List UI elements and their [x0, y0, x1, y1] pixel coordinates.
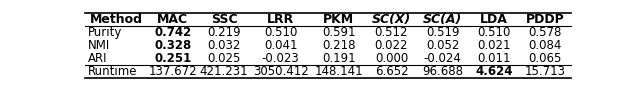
Text: Method: Method [90, 13, 143, 26]
Text: SC(A): SC(A) [423, 13, 462, 26]
Text: 0.742: 0.742 [154, 26, 191, 39]
Text: 148.141: 148.141 [314, 65, 363, 78]
Text: PKM: PKM [323, 13, 355, 26]
Text: 0.218: 0.218 [322, 39, 356, 52]
Text: 0.219: 0.219 [207, 26, 241, 39]
Text: 0.032: 0.032 [207, 39, 241, 52]
Text: 421.231: 421.231 [200, 65, 248, 78]
Text: 15.713: 15.713 [525, 65, 566, 78]
Text: 4.624: 4.624 [476, 65, 513, 78]
Text: 0.065: 0.065 [529, 52, 562, 65]
Text: NMI: NMI [88, 39, 109, 52]
Text: LRR: LRR [267, 13, 294, 26]
Text: 0.041: 0.041 [264, 39, 298, 52]
Text: 0.519: 0.519 [426, 26, 460, 39]
Text: 0.191: 0.191 [322, 52, 356, 65]
Text: 6.652: 6.652 [374, 65, 408, 78]
Text: 0.512: 0.512 [374, 26, 408, 39]
Text: 0.578: 0.578 [529, 26, 562, 39]
Text: 137.672: 137.672 [148, 65, 197, 78]
Text: PDDP: PDDP [526, 13, 564, 26]
Text: 0.022: 0.022 [374, 39, 408, 52]
Text: -0.023: -0.023 [262, 52, 300, 65]
Text: ARI: ARI [88, 52, 107, 65]
Text: 96.688: 96.688 [422, 65, 463, 78]
Text: 0.084: 0.084 [529, 39, 562, 52]
Text: SC(X): SC(X) [372, 13, 411, 26]
Text: Runtime: Runtime [88, 65, 137, 78]
Text: LDA: LDA [480, 13, 508, 26]
Text: 0.052: 0.052 [426, 39, 460, 52]
Text: 0.021: 0.021 [477, 39, 511, 52]
Text: 3050.412: 3050.412 [253, 65, 308, 78]
Text: 0.000: 0.000 [375, 52, 408, 65]
Text: 0.011: 0.011 [477, 52, 511, 65]
Text: 0.510: 0.510 [264, 26, 298, 39]
Text: 0.328: 0.328 [154, 39, 191, 52]
Text: -0.024: -0.024 [424, 52, 461, 65]
Text: 0.251: 0.251 [154, 52, 191, 65]
Text: 0.591: 0.591 [322, 26, 356, 39]
Text: MAC: MAC [157, 13, 188, 26]
Text: Purity: Purity [88, 26, 122, 39]
Text: 0.510: 0.510 [477, 26, 511, 39]
Text: 0.025: 0.025 [207, 52, 241, 65]
Text: SSC: SSC [211, 13, 237, 26]
